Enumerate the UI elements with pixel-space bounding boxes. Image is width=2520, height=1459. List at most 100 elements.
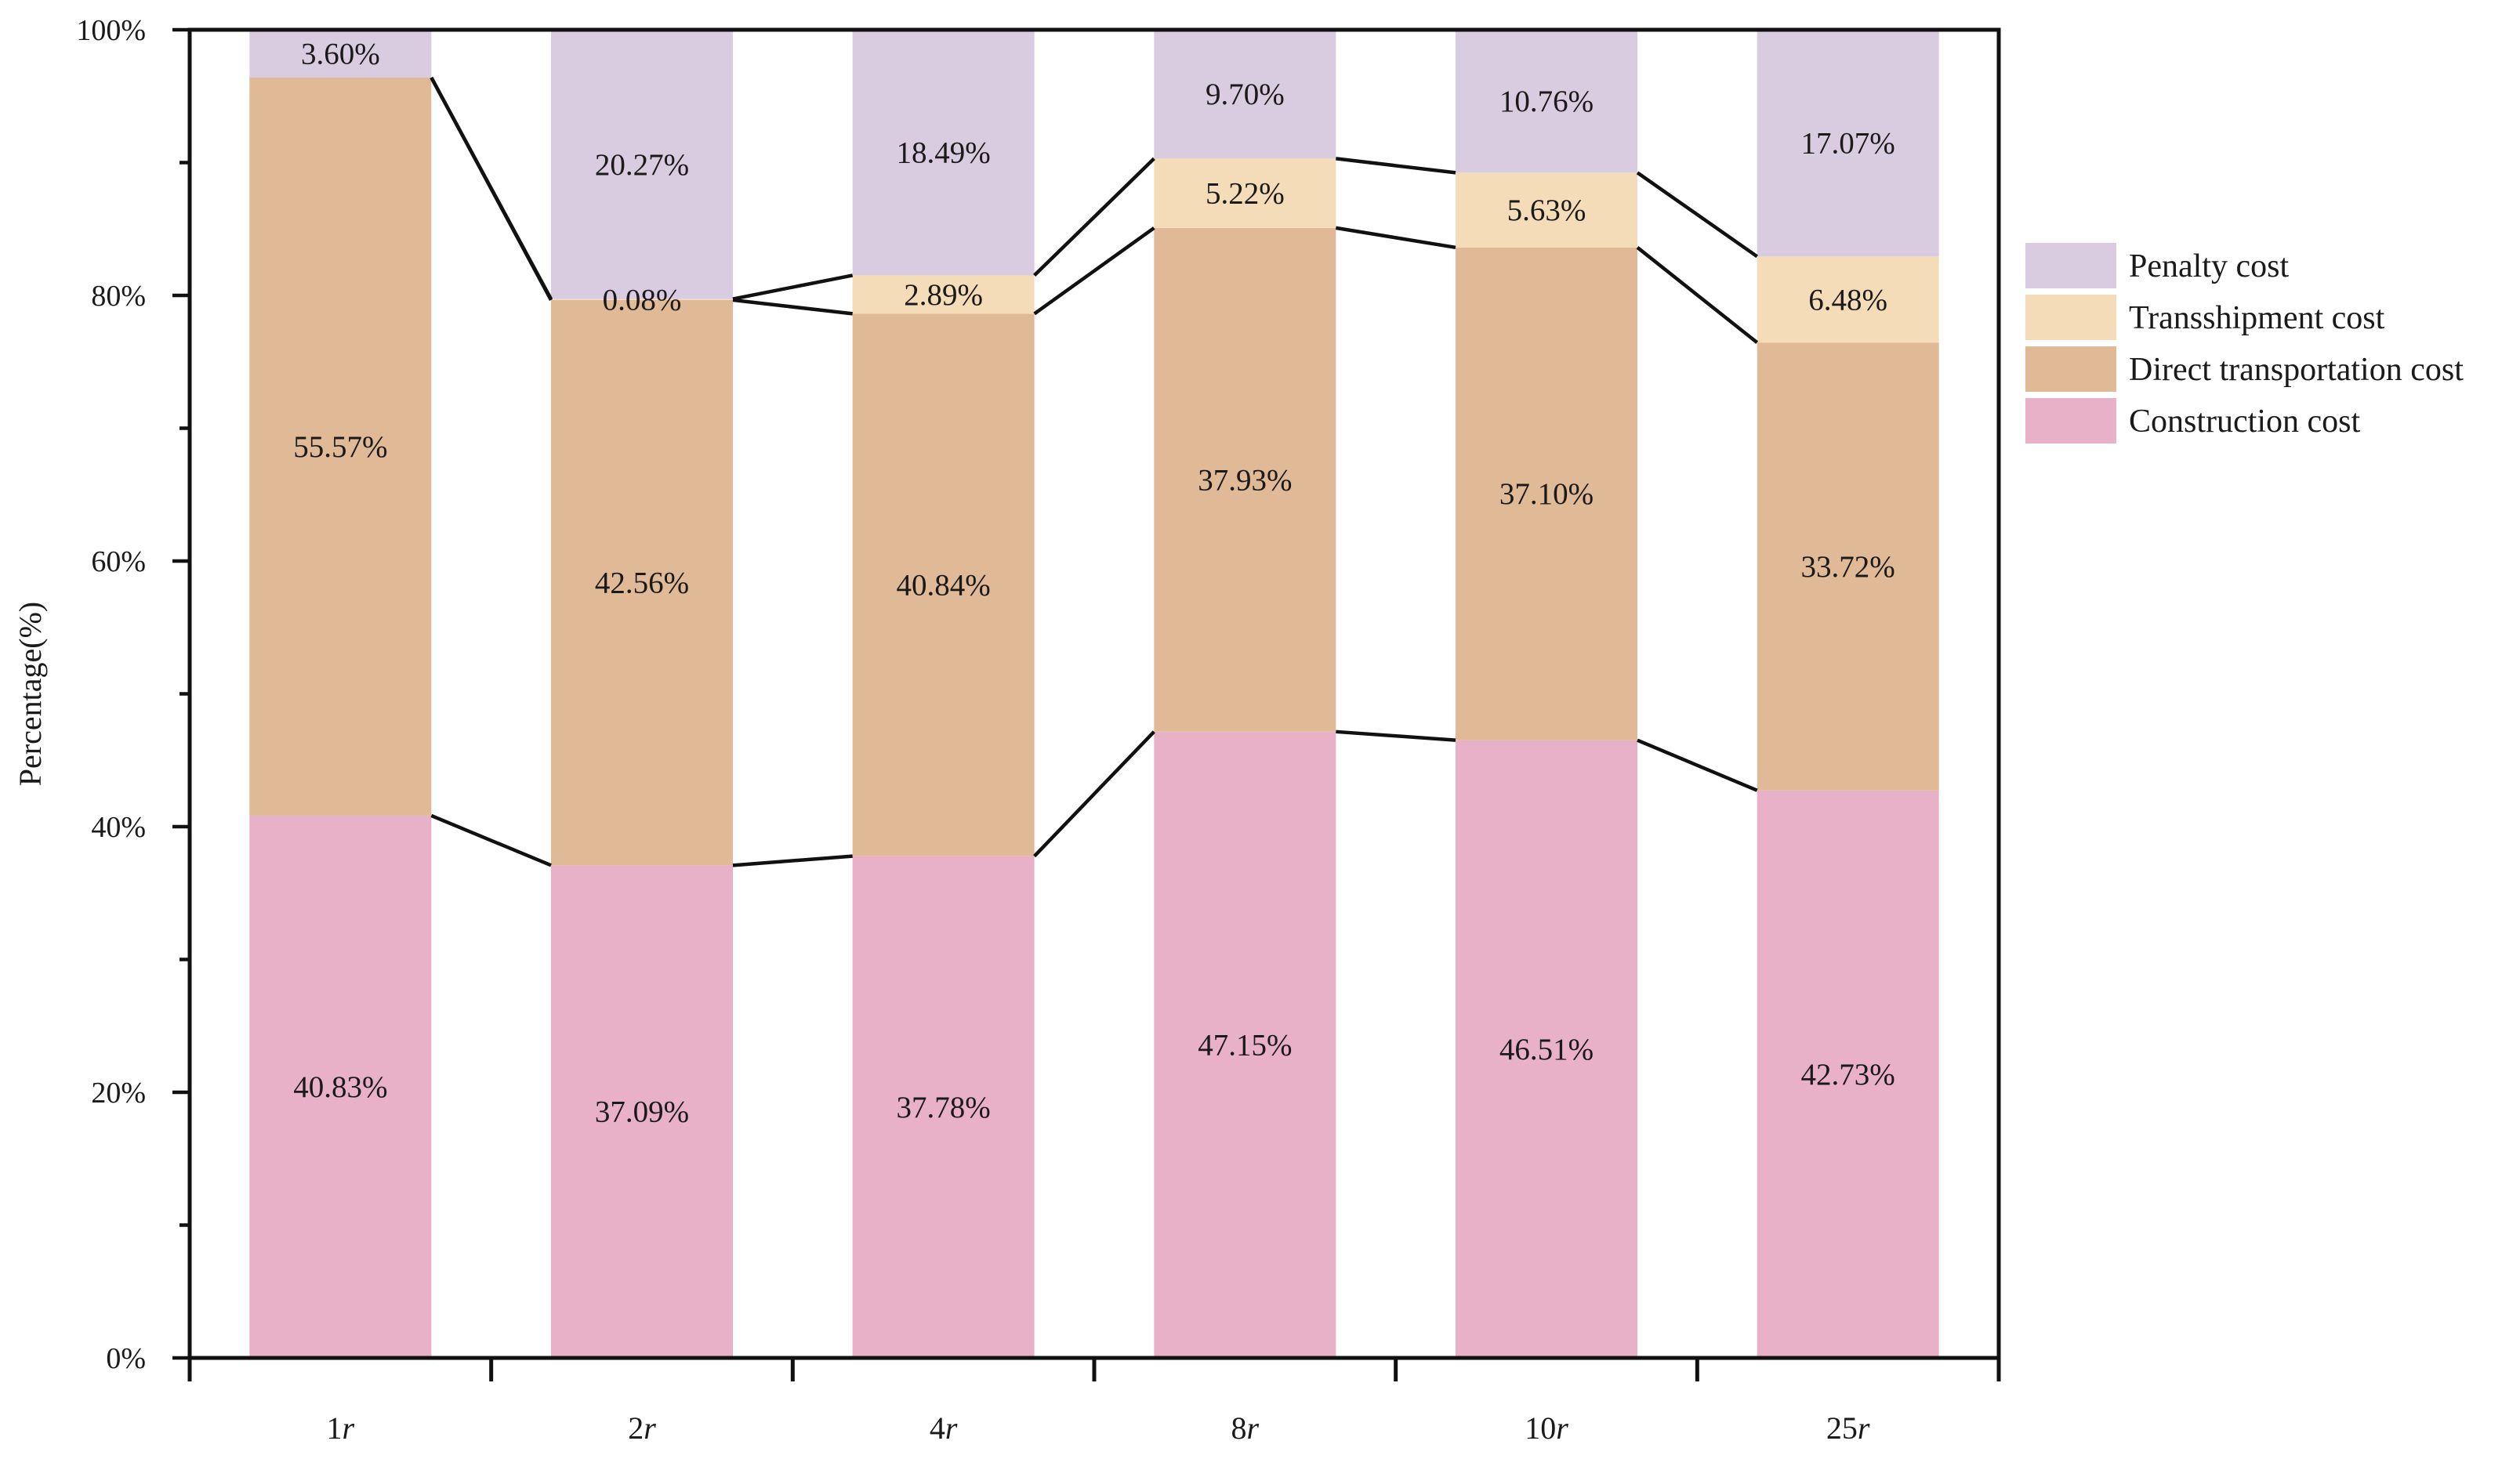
- data-label: 3.60%: [301, 38, 380, 71]
- y-tick-label: 80%: [91, 280, 146, 313]
- bar-penalty-cost: [1757, 30, 1939, 257]
- data-label: 37.09%: [595, 1095, 689, 1129]
- data-label: 10.76%: [1499, 85, 1594, 118]
- connector-line-layer: [430, 76, 1759, 867]
- legend: Penalty cost Transshipment cost Direct tra…: [2025, 243, 2464, 443]
- x-tick-unit: r: [343, 1410, 355, 1446]
- bar-penalty-cost: [852, 30, 1035, 276]
- connector-line: [1033, 157, 1155, 277]
- connector-line: [1637, 738, 1758, 792]
- data-label-layer: 40.83% 37.09% 37.78% 47.15% 46.51% 42.73% 55.5…: [293, 38, 1895, 1129]
- bar-direct-transportation-cost: [1456, 247, 1637, 740]
- data-label: 5.22%: [1206, 177, 1285, 211]
- data-label: 37.78%: [897, 1091, 991, 1124]
- connector-line: [1033, 226, 1155, 316]
- x-tick-number: 1: [327, 1410, 343, 1446]
- legend-swatch: [2025, 243, 2116, 288]
- y-tick-label: 40%: [91, 811, 146, 844]
- data-label: 42.73%: [1801, 1058, 1895, 1092]
- x-tick-unit: r: [644, 1410, 656, 1446]
- data-label: 40.84%: [897, 569, 991, 603]
- bar-penalty-cost: [1456, 30, 1637, 173]
- connector-line: [1335, 226, 1456, 250]
- bar-construction-cost: [852, 856, 1035, 1358]
- data-label: 2.89%: [904, 278, 983, 312]
- connector-line: [430, 813, 552, 867]
- x-tick-number: 2: [628, 1410, 644, 1446]
- connector-line: [1033, 730, 1155, 858]
- data-label: 40.83%: [293, 1070, 387, 1104]
- y-tick-label: 60%: [91, 545, 146, 578]
- x-tick-number: 4: [930, 1410, 945, 1446]
- x-tick-label: 10r: [1525, 1410, 1568, 1446]
- y-tick-label: 100%: [76, 14, 146, 47]
- x-tick-label: 2r: [628, 1410, 656, 1446]
- data-label: 47.15%: [1198, 1028, 1292, 1062]
- x-tick-label: 1r: [327, 1410, 355, 1446]
- legend-swatch: [2025, 295, 2116, 340]
- bar-transshipment-cost: [551, 299, 733, 300]
- bar-construction-cost: [551, 865, 733, 1358]
- legend-label: Transshipment cost: [2129, 300, 2385, 336]
- bar-transshipment-cost: [1757, 256, 1939, 343]
- x-tick-unit: r: [1556, 1410, 1568, 1446]
- x-tick-unit: r: [945, 1410, 958, 1446]
- bar-transshipment-cost: [852, 275, 1035, 314]
- x-tick-unit: r: [1247, 1410, 1260, 1446]
- connector-line: [732, 298, 853, 316]
- data-label: 5.63%: [1507, 194, 1586, 227]
- bar-transshipment-cost: [1154, 158, 1336, 228]
- connector-line: [1336, 730, 1456, 742]
- bar-construction-cost: [1154, 731, 1336, 1358]
- x-tick-label: 8r: [1231, 1410, 1260, 1446]
- data-label: 37.10%: [1499, 477, 1594, 511]
- plot-frame: [187, 27, 2001, 1360]
- bar-penalty-cost: [249, 30, 432, 78]
- legend-swatch: [2025, 398, 2116, 443]
- y-tick-label: 0%: [106, 1342, 146, 1375]
- bar-construction-cost: [1757, 790, 1939, 1358]
- bar-transshipment-cost: [1456, 172, 1637, 248]
- bar-penalty-cost: [1154, 30, 1336, 159]
- data-label: 46.51%: [1499, 1033, 1594, 1066]
- data-label: 55.57%: [293, 430, 387, 464]
- x-tick-unit: r: [1858, 1410, 1870, 1446]
- connector-line: [1336, 157, 1456, 175]
- data-label: 17.07%: [1801, 127, 1895, 161]
- bar-direct-transportation-cost: [1154, 227, 1336, 732]
- bar-penalty-cost: [551, 30, 733, 299]
- bar-construction-cost: [1456, 740, 1637, 1358]
- axes-layer: 0%20%40%60%80%100%1r 2r 4r 8r 10r 25rPercenta…: [13, 14, 2001, 1446]
- legend-label: Construction cost: [2129, 404, 2360, 440]
- legend-label: Penalty cost: [2129, 248, 2289, 284]
- y-tick-label: 20%: [91, 1077, 146, 1110]
- x-tick-number: 10: [1525, 1410, 1556, 1446]
- legend-label: Direct transportation cost: [2129, 352, 2464, 388]
- data-label: 42.56%: [595, 567, 689, 600]
- connector-line: [732, 273, 854, 301]
- bar-direct-transportation-cost: [551, 299, 733, 866]
- bar-layer: [249, 30, 1939, 1358]
- data-label: 33.72%: [1801, 550, 1895, 584]
- connector-line: [1636, 171, 1758, 259]
- legend-swatch: [2025, 346, 2116, 392]
- data-label: 0.08%: [603, 283, 682, 317]
- connector-line: [430, 76, 553, 300]
- bar-direct-transportation-cost: [249, 78, 432, 816]
- bar-construction-cost: [249, 815, 432, 1358]
- data-label: 20.27%: [595, 148, 689, 182]
- x-tick-number: 25: [1826, 1410, 1858, 1446]
- x-tick-label: 25r: [1826, 1410, 1870, 1446]
- connector-line: [1636, 246, 1759, 344]
- x-tick-label: 4r: [930, 1410, 958, 1446]
- connector-line: [732, 854, 853, 867]
- bar-direct-transportation-cost: [1757, 342, 1939, 791]
- data-label: 18.49%: [897, 136, 991, 170]
- data-label: 9.70%: [1206, 78, 1285, 111]
- bar-direct-transportation-cost: [852, 313, 1035, 856]
- data-label: 6.48%: [1808, 283, 1887, 317]
- y-axis-title: Percentage(%): [13, 602, 48, 786]
- data-label: 37.93%: [1198, 463, 1292, 497]
